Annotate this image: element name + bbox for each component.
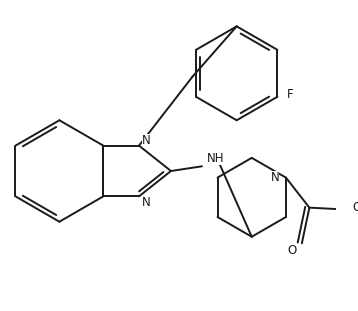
Text: NH: NH bbox=[207, 152, 224, 165]
Text: N: N bbox=[142, 133, 151, 146]
Text: F: F bbox=[287, 88, 294, 101]
Text: O: O bbox=[353, 201, 358, 214]
Text: O: O bbox=[288, 244, 297, 257]
Text: N: N bbox=[142, 197, 151, 209]
Text: N: N bbox=[271, 171, 279, 184]
